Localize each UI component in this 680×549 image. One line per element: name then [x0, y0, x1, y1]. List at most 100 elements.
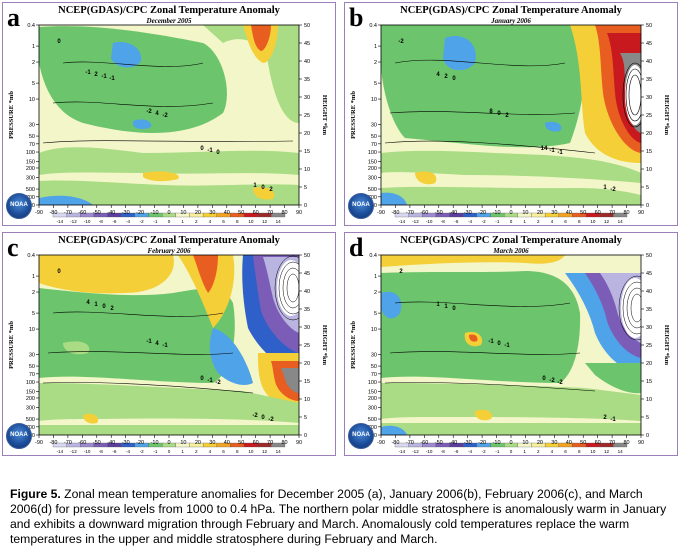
pressure-tick-label: 500	[26, 187, 35, 193]
x-tick-label: 60	[253, 210, 259, 216]
x-tick-label: 40	[566, 440, 572, 446]
chart-svg-d: -14 -12 -10 -8 -6 -4 -2 -1 0 1 2 4 6 8 10 12 14 -90 -80 -7…	[350, 253, 670, 454]
pressure-tick-label: 700	[26, 195, 35, 201]
contour-label: -1	[488, 339, 494, 345]
pressure-tick-label: 10	[29, 97, 35, 103]
height-tick-label: 10	[646, 167, 652, 173]
colorbar-tick-label: -4	[126, 219, 131, 224]
contour-label: 2	[399, 269, 403, 275]
colorbar-tick-label: -4	[126, 449, 131, 454]
height-tick-label: 10	[304, 397, 310, 403]
contour-label: -1	[207, 378, 213, 384]
colorbar-tick-label: 10	[248, 449, 254, 454]
pressure-tick-label: 30	[371, 122, 377, 128]
colorbar-tick-label: -6	[112, 219, 117, 224]
x-tick-label: 70	[267, 440, 273, 446]
contour-label: 2	[444, 74, 448, 80]
x-tick-label: -20	[478, 210, 486, 216]
x-tick-label: 50	[580, 210, 586, 216]
x-tick-label: 40	[224, 440, 230, 446]
colorbar-tick-label: 14	[276, 449, 282, 454]
x-tick-label: -90	[35, 210, 43, 216]
height-tick-label: 5	[646, 185, 649, 191]
colorbar-tick-label: 14	[276, 219, 282, 224]
contour-label: -2	[146, 109, 152, 115]
pressure-tick-label: 300	[368, 175, 377, 181]
x-tick-label: 0	[509, 440, 512, 446]
figure-caption: Figure 5. Zonal mean temperature anomali…	[10, 487, 678, 547]
contour-label: -1	[101, 74, 107, 80]
pressure-tick-label: 700	[368, 195, 377, 201]
x-tick-label: 90	[638, 210, 644, 216]
colorbar-tick-label: -1	[153, 449, 158, 454]
pressure-tick-label: 300	[368, 405, 377, 411]
pressure-tick-label: 300	[26, 405, 35, 411]
contour-label: 1	[603, 185, 607, 191]
contour-label: 0	[57, 269, 61, 275]
colorbar-tick-label: -12	[412, 219, 419, 224]
x-tick-label: 0	[167, 440, 170, 446]
x-tick-label: -10	[493, 210, 501, 216]
contour-label: 0	[542, 376, 546, 382]
x-tick-label: 10	[180, 210, 186, 216]
colorbar-tick-label: -14	[399, 449, 406, 454]
panel-subtitle-a: December 2005	[146, 17, 192, 25]
colorbar-tick-label: 8	[236, 219, 239, 224]
y-axis-title: PRESSURE *mb	[350, 321, 357, 369]
colorbar-tick-label: 6	[222, 219, 225, 224]
y2-axis-title: HEIGHT *km	[663, 325, 670, 366]
contour-label: -2	[549, 378, 555, 384]
contour-label: -2	[252, 413, 258, 419]
x-tick-label: -70	[64, 440, 72, 446]
pressure-tick-label: 150	[26, 159, 35, 165]
y-axis-title: PRESSURE *mb	[350, 91, 357, 139]
pressure-tick-label: 50	[371, 134, 377, 140]
height-tick-label: 0	[646, 433, 649, 439]
contour-label: -1	[557, 150, 563, 156]
contour-label: 0	[102, 304, 106, 310]
pressure-tick-label: 200	[26, 396, 35, 402]
y-axis-title: PRESSURE *mb	[8, 91, 15, 139]
colorbar-tick-label: -8	[441, 449, 446, 454]
height-tick-label: 30	[646, 95, 652, 101]
colorbar-tick-label: 1	[181, 449, 184, 454]
pressure-tick-label: 70	[371, 372, 377, 378]
noaa-logo-label: NOAA	[10, 202, 28, 208]
pressure-tick-label: 500	[368, 187, 377, 193]
x-tick-label: -80	[391, 440, 399, 446]
colorbar-tick-label: -10	[426, 449, 433, 454]
colorbar-tick-label: -10	[426, 219, 433, 224]
pressure-tick-label: 1	[374, 274, 377, 280]
x-tick-label: 70	[609, 210, 615, 216]
height-tick-label: 20	[646, 361, 652, 367]
x-tick-label: -30	[464, 440, 472, 446]
contour-label: 8	[489, 109, 493, 115]
pressure-tick-label: 200	[368, 396, 377, 402]
x-tick-label: -30	[464, 210, 472, 216]
pressure-tick-label: 50	[371, 364, 377, 370]
x-tick-label: -80	[49, 440, 57, 446]
x-tick-label: -70	[64, 210, 72, 216]
noaa-logo-label: NOAA	[352, 202, 370, 208]
colorbar-tick-label: 6	[564, 449, 567, 454]
x-tick-label: 60	[595, 210, 601, 216]
y2-axis-title: HEIGHT *km	[321, 95, 328, 136]
x-tick-label: -90	[377, 210, 385, 216]
chart-svg-c: -14 -12 -10 -8 -6 -4 -2 -1 0 1 2 4 6 8 10 12 14 -90 -80 -7…	[8, 253, 328, 454]
contour-label: 4	[155, 341, 159, 347]
colorbar-tick-label: -6	[112, 449, 117, 454]
y-axis-title: PRESSURE *mb	[8, 321, 15, 369]
y2-axis-title: HEIGHT *km	[321, 325, 328, 366]
height-tick-label: 15	[304, 149, 310, 155]
pressure-tick-label: 50	[29, 364, 35, 370]
y2-axis-title: HEIGHT *km	[663, 95, 670, 136]
chart-svg-a: -14 -12 -10 -8 -6 -4 -2 -1 0 1 2 4 6 8 10 12 14 -90 -80 -7…	[8, 23, 328, 224]
pressure-tick-label: 70	[29, 372, 35, 378]
height-tick-label: 25	[304, 343, 310, 349]
height-tick-label: 45	[304, 271, 310, 277]
x-tick-label: 90	[638, 440, 644, 446]
height-tick-label: 5	[304, 415, 307, 421]
contour-label: 2	[94, 72, 98, 78]
colorbar-swatch	[613, 212, 628, 218]
x-tick-label: -50	[435, 440, 443, 446]
